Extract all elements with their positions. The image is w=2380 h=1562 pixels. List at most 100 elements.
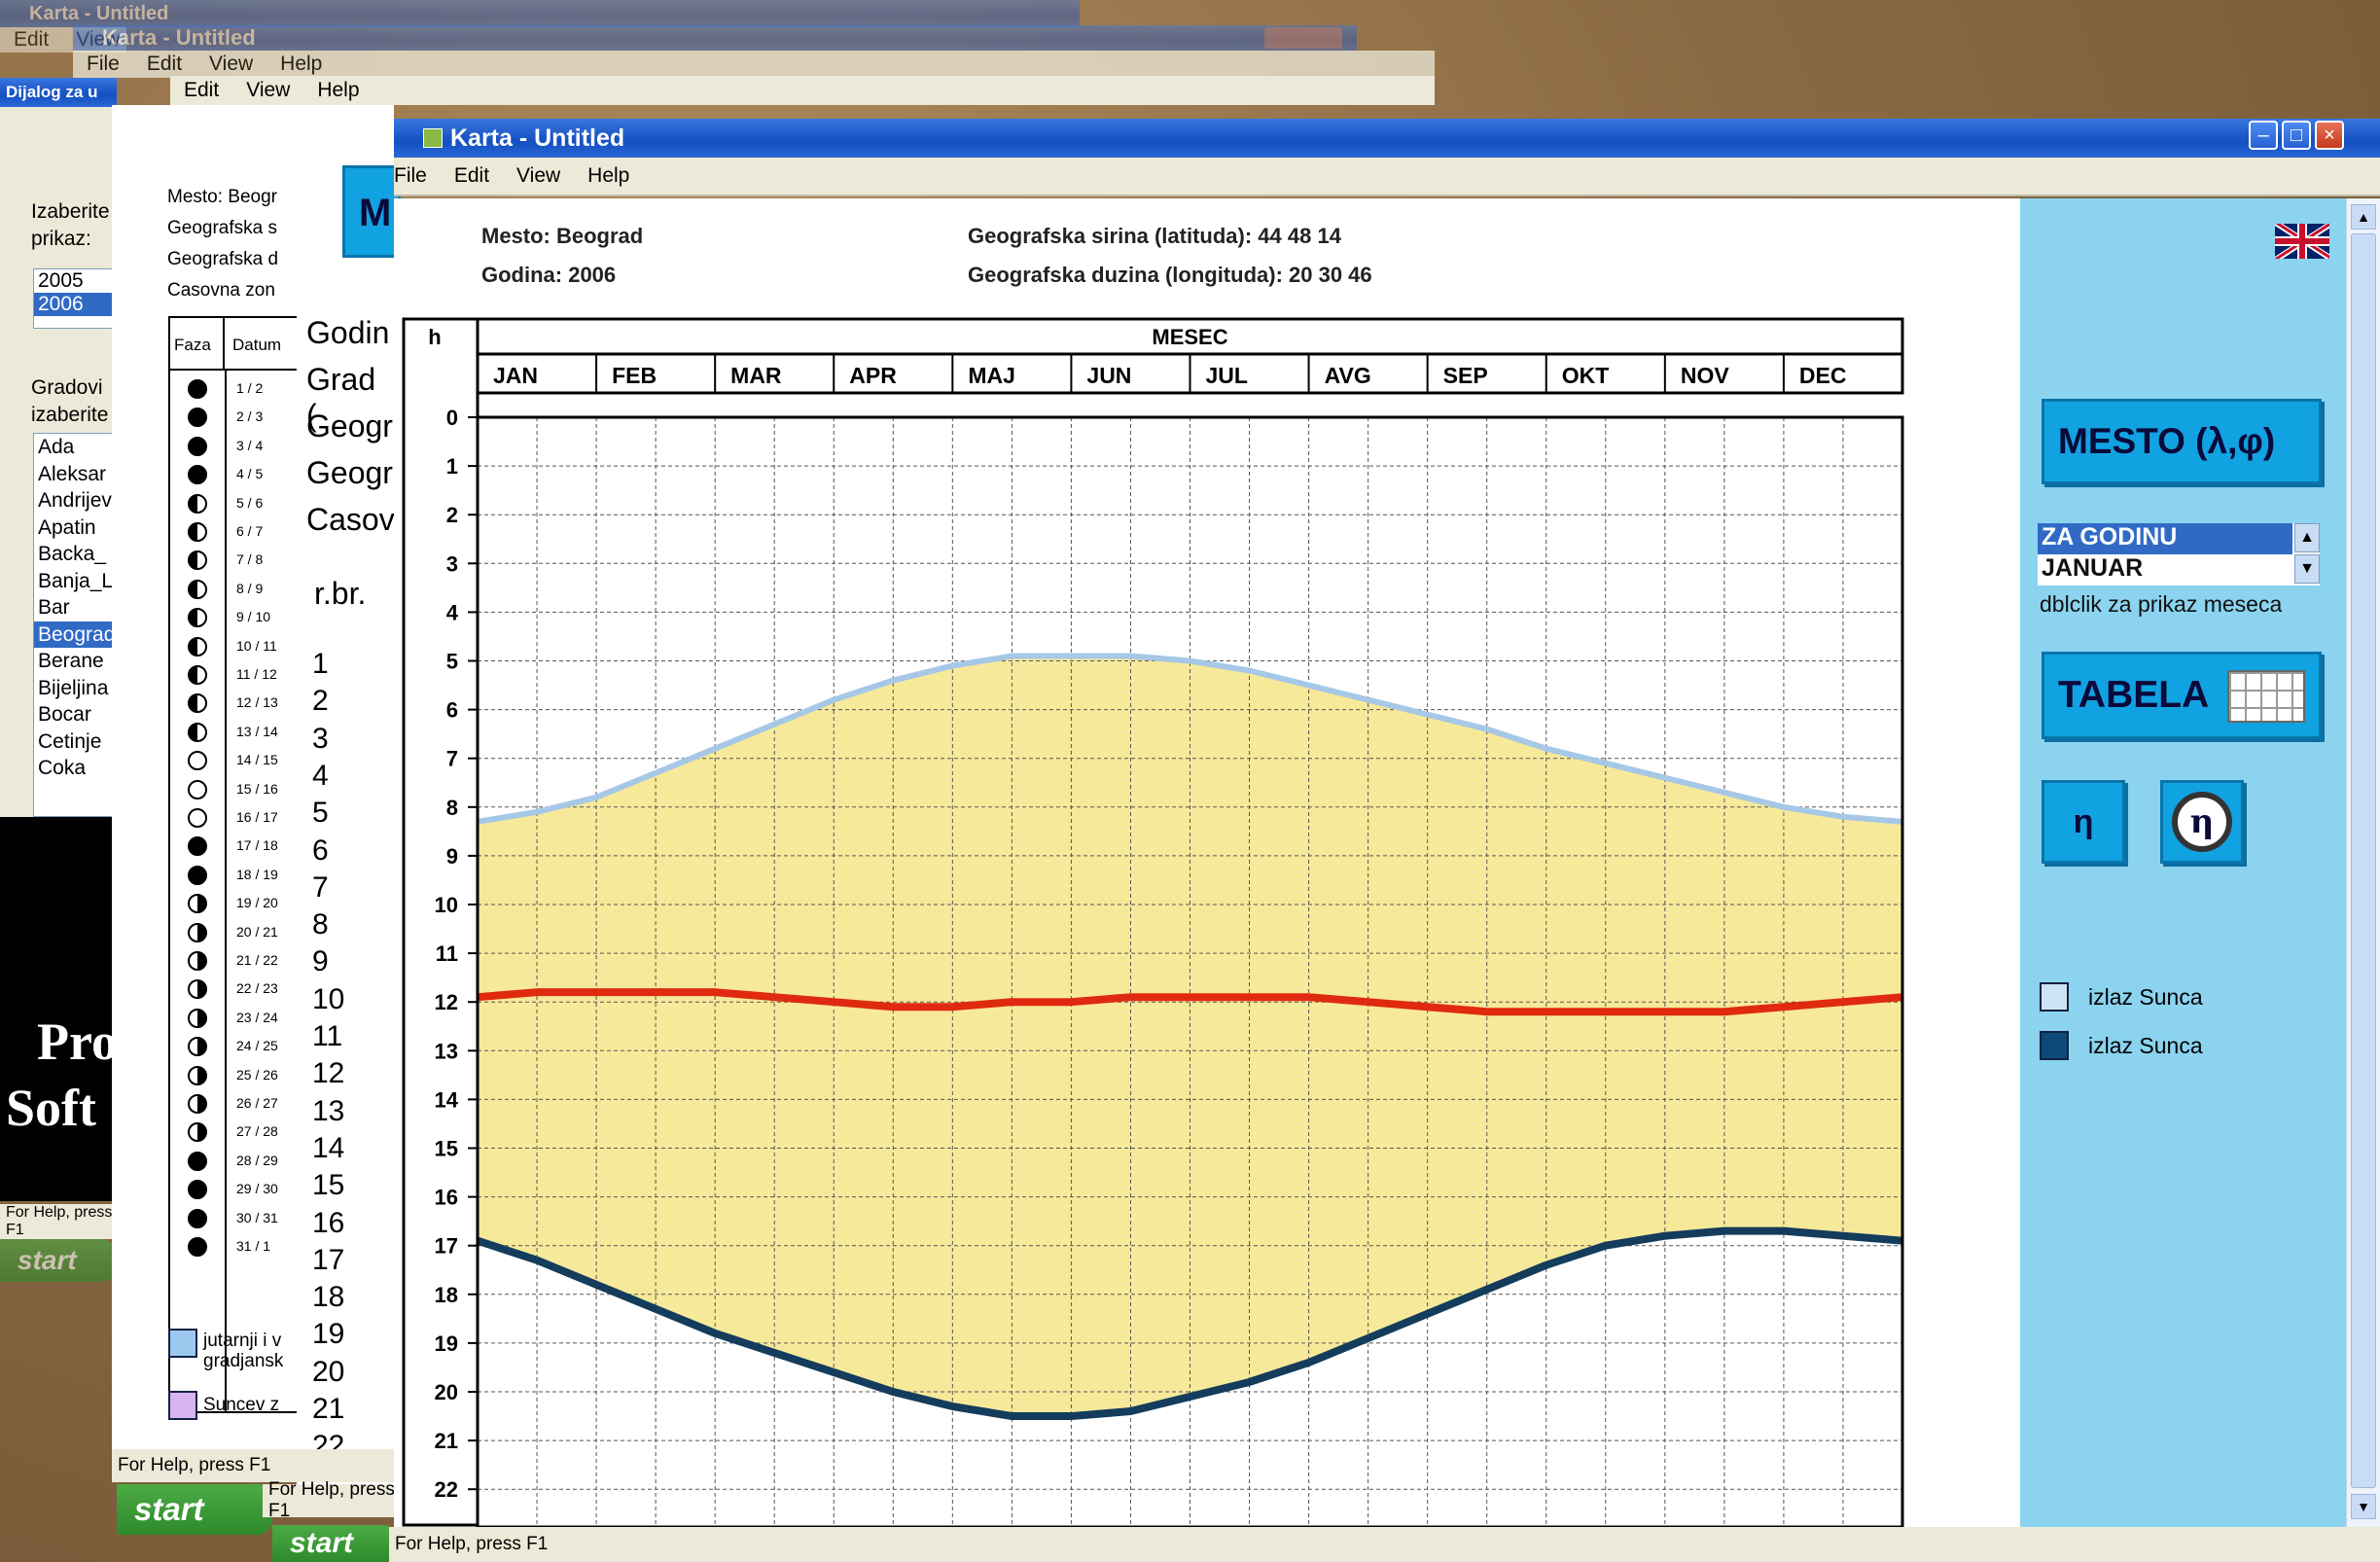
- month-label: JAN: [493, 363, 538, 388]
- moon-date: 31 / 1: [236, 1238, 271, 1254]
- app-icon: [423, 128, 443, 148]
- moon-date: 6 / 7: [236, 523, 264, 539]
- bg-menu-help-3[interactable]: Help: [317, 79, 360, 101]
- bg-start-label-1: start: [18, 1245, 77, 1275]
- city-item-selected[interactable]: Beograd: [34, 621, 120, 648]
- bg-window-title-text-2: Karta - Untitled: [102, 25, 256, 50]
- period-hint: dblclik za prikaz meseca: [2040, 591, 2283, 617]
- city-item[interactable]: Apatin: [38, 515, 96, 539]
- city-item[interactable]: Aleksar: [38, 462, 107, 485]
- city-item[interactable]: Andrijev: [38, 489, 112, 512]
- city-list[interactable]: Ada Aleksar Andrijev Apatin Backa_ Banja…: [33, 433, 121, 817]
- scroll-thumb[interactable]: [2351, 233, 2376, 1488]
- plot-border: [476, 415, 1904, 1527]
- bg-menu-help-2[interactable]: Help: [280, 53, 323, 75]
- dialog-year-label: Izaberite prikaz:: [31, 200, 110, 250]
- rbr-number: 10: [312, 982, 345, 1015]
- legend-label-1: izlaz Sunca: [2088, 984, 2203, 1010]
- moon-phase-icon: [188, 693, 207, 714]
- y-tick-label: 11: [436, 941, 458, 966]
- header-godina: Godina: 2006: [481, 263, 617, 287]
- city-item[interactable]: Berane: [38, 650, 104, 672]
- moon-phase-icon: [188, 722, 207, 742]
- y-tick-label: 13: [435, 1039, 458, 1063]
- bg-menu-view-3[interactable]: View: [246, 79, 291, 101]
- moon-phase-icon: [188, 1180, 207, 1200]
- city-item[interactable]: Cetinje: [38, 729, 102, 753]
- moon-phase-icon: [188, 751, 207, 771]
- moon-phase-icon: [188, 922, 207, 942]
- menu-edit[interactable]: Edit: [453, 164, 490, 187]
- main-status-text: For Help, press F1: [395, 1534, 549, 1554]
- y-tick-label: 14: [435, 1087, 459, 1112]
- year-item-2005[interactable]: 2005: [38, 269, 84, 292]
- bg-menu-edit-3[interactable]: Edit: [184, 79, 220, 101]
- period-list[interactable]: ZA GODINU JANUAR ▲ ▼: [2038, 523, 2320, 586]
- maximize-button[interactable]: □: [2282, 121, 2311, 150]
- eta-button-label: η: [2073, 802, 2094, 840]
- city-item[interactable]: Bar: [38, 596, 70, 619]
- year-item-2006[interactable]: 2006: [34, 293, 120, 316]
- city-item[interactable]: Coka: [38, 757, 87, 779]
- scroll-down-icon[interactable]: ▼: [2294, 554, 2320, 584]
- menu-help[interactable]: Help: [587, 164, 630, 187]
- bg-menu-view-2[interactable]: View: [209, 53, 254, 75]
- eta-circle-label: η: [2189, 802, 2215, 841]
- tabela-button[interactable]: TABELA: [2042, 652, 2322, 739]
- month-label: APR: [849, 363, 897, 388]
- scroll-up-icon[interactable]: ▲: [2294, 523, 2320, 552]
- city-item[interactable]: Ada: [38, 436, 75, 458]
- legend-label-2: izlaz Sunca: [2088, 1033, 2203, 1058]
- moon-date: 21 / 22: [236, 952, 278, 968]
- info-line: Casovna zon: [167, 280, 275, 301]
- rbr-number: 13: [312, 1094, 345, 1127]
- moon-date: 20 / 21: [236, 923, 278, 940]
- promo-text-2: Soft: [6, 1079, 96, 1137]
- scroll-up-arrow-icon[interactable]: ▲: [2351, 204, 2376, 230]
- info-line: Geografska d: [167, 249, 279, 269]
- menu-view[interactable]: View: [516, 164, 561, 187]
- header-sirina: Geografska sirina (latituda): 44 48 14: [968, 224, 1341, 248]
- daylight-area: [478, 656, 1902, 1417]
- mesto-button[interactable]: MESTO (λ,φ): [2042, 399, 2322, 484]
- city-item[interactable]: Backa_: [38, 543, 107, 565]
- moon-phase-icon: [188, 1151, 207, 1171]
- moon-date: 25 / 26: [236, 1066, 278, 1083]
- moon-phase-icon: [188, 979, 207, 1000]
- uk-flag-icon[interactable]: [2275, 224, 2329, 259]
- m-button[interactable]: M: [342, 165, 401, 258]
- bg-window-title-text-1: Karta - Untitled: [29, 2, 169, 24]
- y-tick-label: 18: [435, 1283, 458, 1307]
- period-item-january[interactable]: JANUAR: [2042, 554, 2144, 582]
- y-tick-label: 3: [446, 551, 458, 576]
- right-panel: MESTO (λ,φ) ZA GODINU JANUAR ▲ ▼ dblclik…: [2020, 198, 2346, 1527]
- period-item-year[interactable]: ZA GODINU: [2038, 523, 2292, 554]
- bg-window-controls-2: [1264, 27, 1342, 49]
- bg-menu-edit-2[interactable]: Edit: [146, 53, 183, 75]
- scroll-down-arrow-icon[interactable]: ▼: [2351, 1494, 2376, 1519]
- bg-start-button-1[interactable]: start: [0, 1239, 117, 1282]
- y-tick-label: 4: [446, 600, 459, 624]
- moon-date: 29 / 30: [236, 1181, 278, 1197]
- vertical-scrollbar[interactable]: ▲ ▼: [2346, 198, 2380, 1527]
- close-button[interactable]: ×: [2315, 121, 2344, 150]
- bg-start-button-3[interactable]: start: [272, 1525, 399, 1562]
- moon-date: 17 / 18: [236, 837, 278, 854]
- city-item[interactable]: Bijeljina: [38, 676, 109, 699]
- moon-phase-icon: [188, 408, 207, 428]
- bg-menu-edit-1[interactable]: Edit: [14, 28, 50, 51]
- city-item[interactable]: Bocar: [38, 703, 91, 726]
- eta-button[interactable]: η: [2042, 780, 2125, 864]
- bg-menubar-1: Edit View: [0, 27, 126, 53]
- month-label: FEB: [612, 363, 657, 388]
- minimize-button[interactable]: –: [2249, 121, 2278, 150]
- year-list[interactable]: 2005 2006: [33, 268, 121, 329]
- bg-menubar-2: File Edit View Help: [73, 51, 1435, 78]
- eta-circle-button[interactable]: η: [2160, 780, 2244, 864]
- menu-file[interactable]: File: [394, 164, 427, 187]
- bg-menu-view-1[interactable]: View: [76, 28, 121, 51]
- moon-date: 28 / 29: [236, 1152, 278, 1168]
- city-item[interactable]: Banja_L: [38, 569, 114, 592]
- bg-start-button-2[interactable]: start: [117, 1484, 272, 1535]
- bg-menu-file-2[interactable]: File: [87, 53, 120, 75]
